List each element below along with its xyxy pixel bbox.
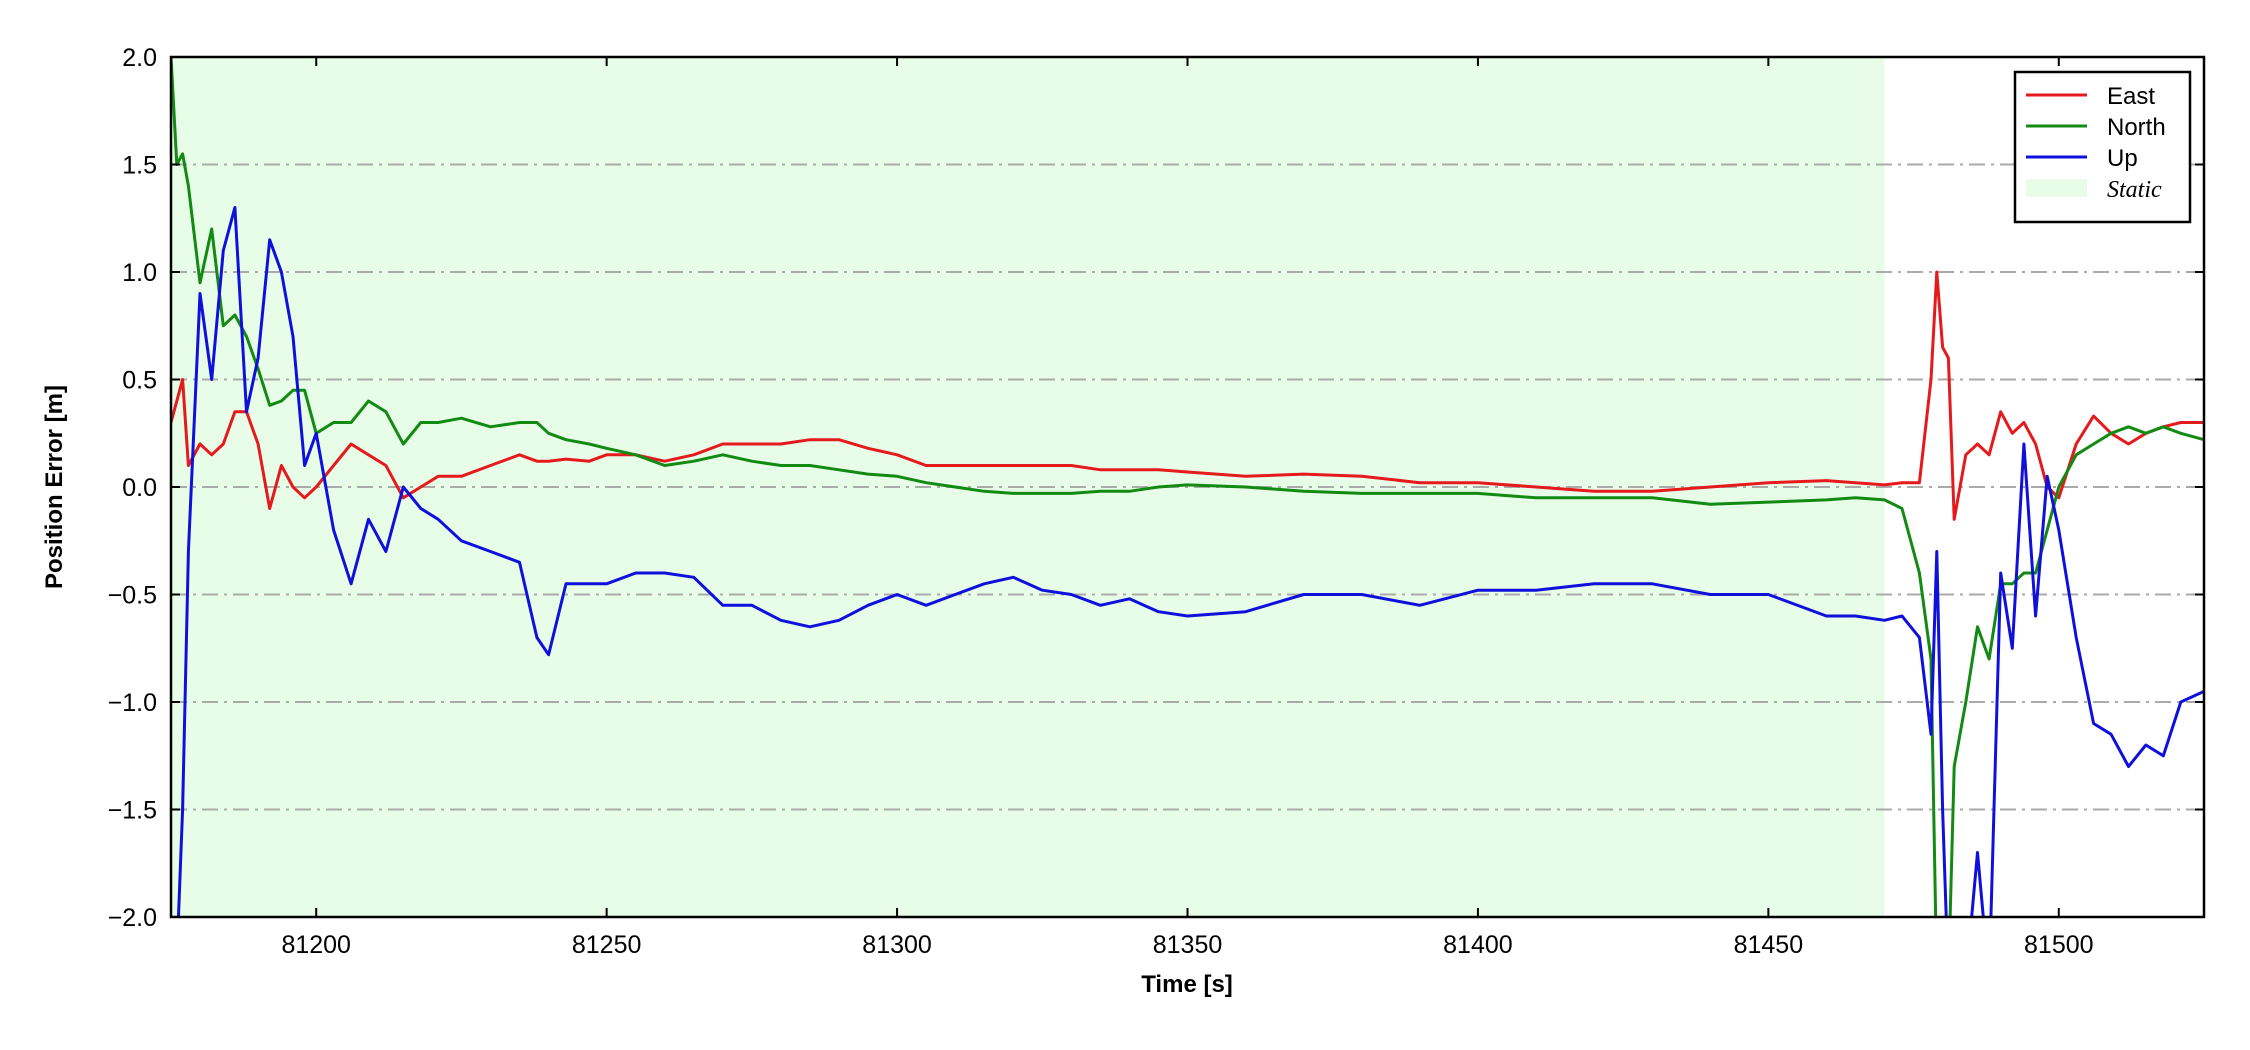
y-tick-label: −0.5 <box>108 582 157 610</box>
y-tick-label: 0.5 <box>122 367 157 395</box>
x-tick-label: 81200 <box>281 931 351 959</box>
x-axis-label: Time [s] <box>1141 971 1233 998</box>
y-tick-label: 2.0 <box>122 44 157 72</box>
legend: East North Up Static <box>2013 70 2192 224</box>
series-line <box>171 57 2204 917</box>
x-tick-label: 81500 <box>2024 931 2094 959</box>
legend-swatch <box>2026 179 2087 197</box>
legend-label: North <box>2107 114 2166 141</box>
y-tick-label: 0.0 <box>122 474 157 502</box>
y-tick-label: −2.0 <box>108 904 157 932</box>
series-line <box>176 206 2204 917</box>
y-tick-label: 1.0 <box>122 259 157 287</box>
plot-area <box>171 57 2204 917</box>
legend-label: Static <box>2107 177 2162 203</box>
x-tick-label: 81400 <box>1443 931 1513 959</box>
y-axis-label: Position Error [m] <box>41 385 68 589</box>
x-tick-label: 81300 <box>862 931 932 959</box>
x-tick-label: 81450 <box>1734 931 1804 959</box>
x-tick-label: 81350 <box>1153 931 1223 959</box>
legend-label: East <box>2107 83 2155 110</box>
series-line <box>171 270 2204 521</box>
x-tick-label: 81250 <box>572 931 642 959</box>
y-tick-label: 1.5 <box>122 152 157 180</box>
y-tick-label: −1.5 <box>108 797 157 825</box>
legend-label: Up <box>2107 145 2138 172</box>
y-tick-label: −1.0 <box>108 689 157 717</box>
plot-frame <box>169 55 2206 919</box>
